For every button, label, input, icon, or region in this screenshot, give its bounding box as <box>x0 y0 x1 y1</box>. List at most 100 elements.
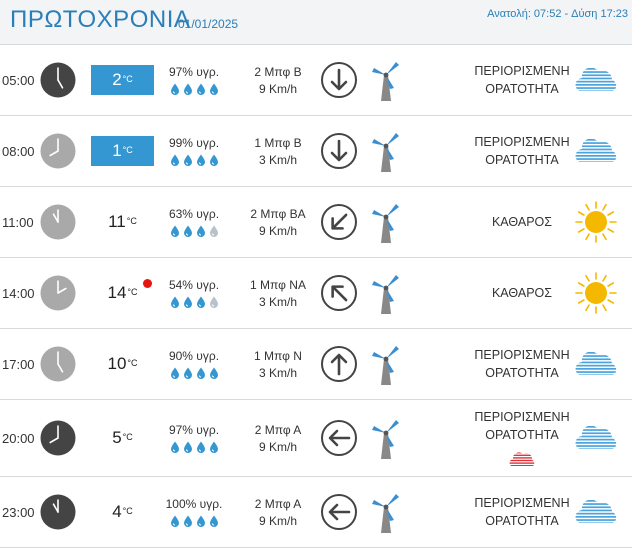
temperature-number: 5 <box>112 428 122 447</box>
humidity-text: 90% υγρ. <box>168 349 220 363</box>
fog-cloud-icon <box>574 342 618 386</box>
sunset-time: Δύση 17:23 <box>571 8 628 20</box>
forecast-time: 20:00 <box>2 430 35 446</box>
humidity-drops-icon <box>162 225 226 237</box>
forecast-row: 14:00 14 °C 54% υγρ. 1 Μπφ ΝΑ 3 Km/h <box>0 258 632 329</box>
condition-line: ΟΡΑΤΟΤΗΤΑ <box>485 514 559 528</box>
humidity: 63% υγρ. <box>162 207 226 237</box>
clock-icon <box>40 494 76 530</box>
wind-direction-arrow-icon <box>320 61 358 99</box>
fog-cloud-icon <box>574 416 618 460</box>
sun-icon <box>574 200 618 244</box>
forecast-row: 23:00 4 °C 100% υγρ. 2 Μπφ Α 9 Km/h <box>0 477 632 548</box>
weather-condition: ΠΕΡΙΟΡΙΣΜΕΝΗ ΟΡΑΤΟΤΗΤΑ <box>432 494 612 530</box>
clock-icon <box>40 62 76 98</box>
humidity-text: 54% υγρ. <box>168 278 220 292</box>
humidity-drops-icon <box>162 367 226 379</box>
temperature-unit: °C <box>122 432 133 442</box>
temperature-unit: °C <box>122 145 133 155</box>
humidity: 97% υγρ. <box>162 423 226 453</box>
wind-info: 1 Μπφ Β 3 Km/h <box>236 135 320 169</box>
wind-beaufort: 1 Μπφ Ν <box>254 349 302 363</box>
wind-direction-arrow-icon <box>320 132 358 170</box>
clock-icon <box>40 204 76 240</box>
weather-condition: ΠΕΡΙΟΡΙΣΜΕΝΗ ΟΡΑΤΟΤΗΤΑ <box>432 62 612 98</box>
humidity-drops-icon <box>162 154 226 166</box>
temperature-value: 4 °C <box>91 497 154 527</box>
condition-line: ΟΡΑΤΟΤΗΤΑ <box>485 428 559 442</box>
condition-line: ΠΕΡΙΟΡΙΣΜΕΝΗ <box>474 348 570 362</box>
temperature-unit: °C <box>122 74 133 84</box>
rain-cloud-icon <box>509 452 535 466</box>
wind-info: 2 Μπφ ΒΑ 9 Km/h <box>236 206 320 240</box>
weather-condition: ΠΕΡΙΟΡΙΣΜΕΝΗ ΟΡΑΤΟΤΗΤΑ <box>432 408 612 468</box>
temperature-number: 2 <box>112 70 122 89</box>
forecast-row: 11:00 11 °C 63% υγρ. 2 Μπφ ΒΑ 9 Km/h <box>0 187 632 258</box>
forecast-row: 17:00 10 °C 90% υγρ. 1 Μπφ Ν 3 Km/h <box>0 329 632 400</box>
fog-cloud-icon <box>574 490 618 534</box>
forecast-header: ΠΡΩΤΟΧΡΟΝΙΑ 01/01/2025 Ανατολή: 07:52- Δύ… <box>0 0 632 45</box>
forecast-row: 08:00 1 °C 99% υγρ. 1 Μπφ Β 3 Km/h <box>0 116 632 187</box>
wind-direction-arrow-icon <box>320 203 358 241</box>
temperature-number: 14 <box>107 283 127 302</box>
temperature-number: 1 <box>112 141 122 160</box>
humidity-drops-icon <box>162 296 226 308</box>
wind-speed: 9 Km/h <box>258 514 297 528</box>
wind-info: 1 Μπφ Ν 3 Km/h <box>236 348 320 382</box>
humidity-drops-icon <box>162 515 226 527</box>
humidity-drops-icon <box>162 441 226 453</box>
temperature-value: 11 °C <box>91 207 154 237</box>
heat-warning-dot <box>143 279 152 288</box>
forecast-time: 14:00 <box>2 285 35 301</box>
wind-turbine-icon <box>368 416 404 460</box>
weather-condition: ΠΕΡΙΟΡΙΣΜΕΝΗ ΟΡΑΤΟΤΗΤΑ <box>432 346 612 382</box>
wind-direction-arrow-icon <box>320 419 358 457</box>
wind-turbine-icon <box>368 200 404 244</box>
wind-beaufort: 2 Μπφ ΒΑ <box>250 207 306 221</box>
condition-line: ΠΕΡΙΟΡΙΣΜΕΝΗ <box>474 496 570 510</box>
temperature-value: 10 °C <box>91 349 154 379</box>
wind-speed: 9 Km/h <box>258 224 297 238</box>
wind-speed: 3 Km/h <box>258 366 297 380</box>
humidity-text: 99% υγρ. <box>168 136 220 150</box>
forecast-row: 20:00 5 °C 97% υγρ. 2 Μπφ Α 9 Km/h <box>0 400 632 477</box>
forecast-time: 08:00 <box>2 143 35 159</box>
humidity-text: 100% υγρ. <box>165 497 223 511</box>
temperature-number: 11 <box>108 212 126 231</box>
humidity: 97% υγρ. <box>162 65 226 95</box>
humidity-text: 97% υγρ. <box>168 423 220 437</box>
condition-line: ΠΕΡΙΟΡΙΣΜΕΝΗ <box>474 410 570 424</box>
clock-icon <box>40 346 76 382</box>
forecast-row: 05:00 2 °C 97% υγρ. 2 Μπφ Β 9 Km/h <box>0 45 632 116</box>
sun-times-separator: - <box>564 8 569 20</box>
wind-beaufort: 2 Μπφ Α <box>254 497 302 511</box>
temperature-unit: °C <box>127 287 138 297</box>
weather-condition: ΠΕΡΙΟΡΙΣΜΕΝΗ ΟΡΑΤΟΤΗΤΑ <box>432 133 612 169</box>
wind-info: 2 Μπφ Β 9 Km/h <box>236 64 320 98</box>
weather-condition: ΚΑΘΑΡΟΣ <box>432 213 612 231</box>
forecast-date: 01/01/2025 <box>178 17 239 31</box>
clock-icon <box>40 133 76 169</box>
condition-line: ΠΕΡΙΟΡΙΣΜΕΝΗ <box>474 135 570 149</box>
humidity-text: 63% υγρ. <box>168 207 220 221</box>
condition-line: ΚΑΘΑΡΟΣ <box>491 286 553 300</box>
humidity: 99% υγρ. <box>162 136 226 166</box>
temperature-unit: °C <box>127 358 138 368</box>
wind-info: 1 Μπφ ΝΑ 3 Km/h <box>236 277 320 311</box>
wind-direction-arrow-icon <box>320 493 358 531</box>
condition-line: ΟΡΑΤΟΤΗΤΑ <box>485 82 559 96</box>
fog-cloud-icon <box>574 129 618 173</box>
humidity-drops-icon <box>162 83 226 95</box>
temperature-number: 10 <box>107 354 127 373</box>
humidity: 90% υγρ. <box>162 349 226 379</box>
forecast-time: 17:00 <box>2 356 35 372</box>
wind-speed: 3 Km/h <box>258 295 297 309</box>
wind-direction-arrow-icon <box>320 345 358 383</box>
forecast-time: 05:00 <box>2 72 35 88</box>
wind-speed: 9 Km/h <box>258 82 297 96</box>
wind-beaufort: 1 Μπφ Β <box>254 136 302 150</box>
humidity: 54% υγρ. <box>162 278 226 308</box>
temperature-value: 14 °C <box>91 278 154 308</box>
humidity-text: 97% υγρ. <box>168 65 220 79</box>
wind-turbine-icon <box>368 490 404 534</box>
